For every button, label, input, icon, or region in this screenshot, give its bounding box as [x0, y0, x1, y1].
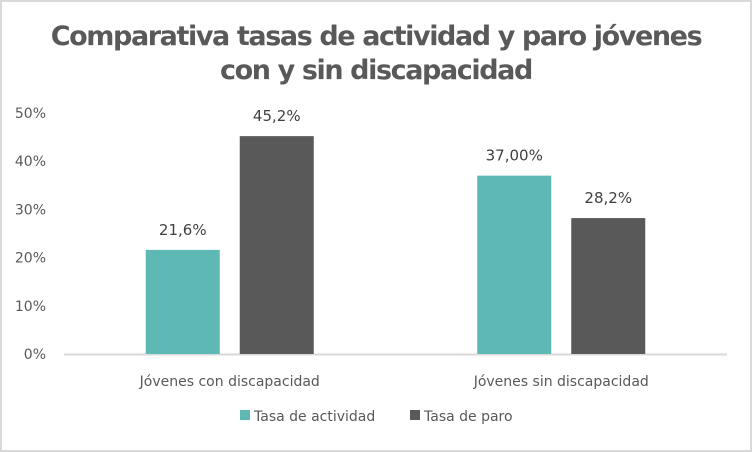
bar	[571, 218, 646, 354]
x-category-label: Jóvenes con discapacidad	[139, 374, 320, 390]
data-label: 28,2%	[584, 189, 632, 207]
x-category-label: Jóvenes sin discapacidad	[473, 374, 649, 390]
data-label: 21,6%	[159, 221, 207, 239]
y-tick-label: 50%	[15, 106, 46, 122]
bar	[477, 175, 552, 354]
y-tick-label: 10%	[15, 299, 46, 315]
chart-title-line-1: Comparativa tasas de actividad y paro jó…	[50, 21, 703, 52]
legend-swatch	[240, 410, 250, 420]
y-tick-label: 0%	[24, 347, 46, 363]
bar	[239, 136, 314, 354]
chart-title-line-2: con y sin discapacidad	[220, 55, 533, 86]
y-tick-label: 40%	[15, 154, 46, 170]
data-label: 37,00%	[486, 147, 543, 165]
y-tick-label: 30%	[15, 202, 46, 218]
legend-label: Tasa de paro	[423, 409, 513, 425]
y-tick-label: 20%	[15, 251, 46, 267]
chart-title: Comparativa tasas de actividad y paro jó…	[0, 20, 752, 88]
legend-swatch	[410, 410, 420, 420]
legend-label: Tasa de actividad	[253, 409, 375, 425]
bar	[145, 249, 220, 354]
data-label: 45,2%	[253, 107, 301, 125]
